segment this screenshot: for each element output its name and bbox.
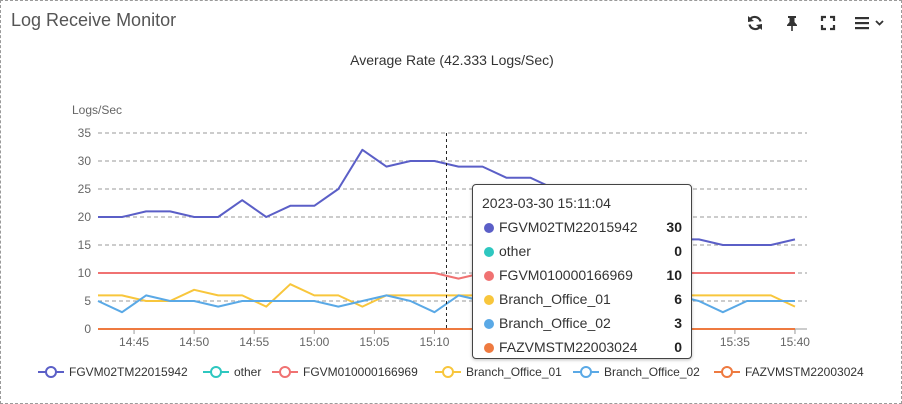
tooltip-row: FGVM02TM22015942 30 (482, 219, 682, 237)
x-tick-label: 15:05 (359, 335, 389, 349)
legend-marker (714, 366, 740, 378)
legend-label: Branch_Office_02 (604, 365, 700, 379)
x-tick-label: 15:35 (720, 335, 750, 349)
y-tick-label: 20 (78, 210, 92, 224)
legend-label: other (234, 365, 262, 379)
tooltip-series-value: 3 (674, 315, 682, 331)
tooltip-series-name: FGVM02TM22015942 (499, 219, 638, 235)
y-tick-label: 5 (84, 294, 91, 308)
y-tick-label: 15 (78, 238, 92, 252)
series-dot (484, 247, 494, 257)
widget-title: Log Receive Monitor (11, 10, 177, 30)
legend-marker (435, 366, 461, 378)
legend-marker (203, 366, 229, 378)
tooltip-series-value: 30 (666, 219, 682, 235)
legend-label: FGVM02TM22015942 (69, 365, 188, 379)
chart-title: Average Rate (42.333 Logs/Sec) (350, 52, 554, 68)
x-tick-label: 14:50 (179, 335, 209, 349)
x-tick-label: 15:40 (780, 335, 810, 349)
pin-icon[interactable] (782, 13, 802, 33)
legend-label: Branch_Office_01 (466, 365, 562, 379)
chart-tooltip: 2023-03-30 15:11:04 FGVM02TM22015942 30 … (472, 184, 692, 359)
x-tick-label: 15:10 (419, 335, 449, 349)
legend-marker (272, 366, 298, 378)
series-dot (484, 223, 494, 233)
y-tick-label: 0 (84, 322, 91, 336)
tooltip-series-name: FGVM010000166969 (499, 267, 633, 283)
tooltip-series-value: 0 (674, 339, 682, 355)
series-dot (484, 319, 494, 329)
tooltip-series-name: Branch_Office_01 (499, 291, 611, 307)
y-tick-label: 30 (78, 154, 92, 168)
series-dot (484, 271, 494, 281)
chart-legend: FGVM02TM22015942 other FGVM010000166969 Bra… (1, 363, 902, 383)
y-axis-label: Logs/Sec (72, 103, 122, 117)
tooltip-row: FGVM010000166969 10 (482, 267, 682, 285)
legend-label: FAZVMSTM22003024 (745, 365, 864, 379)
y-tick-label: 10 (78, 266, 92, 280)
tooltip-series-value: 0 (674, 243, 682, 259)
legend-marker (573, 366, 599, 378)
tooltip-series-name: Branch_Office_02 (499, 315, 611, 331)
tooltip-series-value: 10 (666, 267, 682, 283)
fullscreen-icon[interactable] (818, 13, 838, 33)
tooltip-series-name: FAZVMSTM22003024 (499, 339, 638, 355)
refresh-icon[interactable] (745, 13, 765, 33)
tooltip-row: Branch_Office_02 3 (482, 315, 682, 333)
series-dot (484, 295, 494, 305)
tooltip-series-name: other (499, 243, 531, 259)
tooltip-row: other 0 (482, 243, 682, 261)
legend-marker (38, 366, 64, 378)
tooltip-series-value: 6 (674, 291, 682, 307)
tooltip-row: FAZVMSTM22003024 0 (482, 339, 682, 357)
x-tick-label: 14:55 (239, 335, 269, 349)
menu-icon[interactable] (853, 13, 887, 33)
y-tick-label: 35 (78, 126, 92, 140)
series-dot (484, 343, 494, 353)
x-tick-label: 14:45 (119, 335, 149, 349)
tooltip-row: Branch_Office_01 6 (482, 291, 682, 309)
tooltip-timestamp: 2023-03-30 15:11:04 (482, 195, 611, 211)
y-tick-label: 25 (78, 182, 92, 196)
legend-label: FGVM010000166969 (303, 365, 418, 379)
x-tick-label: 15:00 (299, 335, 329, 349)
